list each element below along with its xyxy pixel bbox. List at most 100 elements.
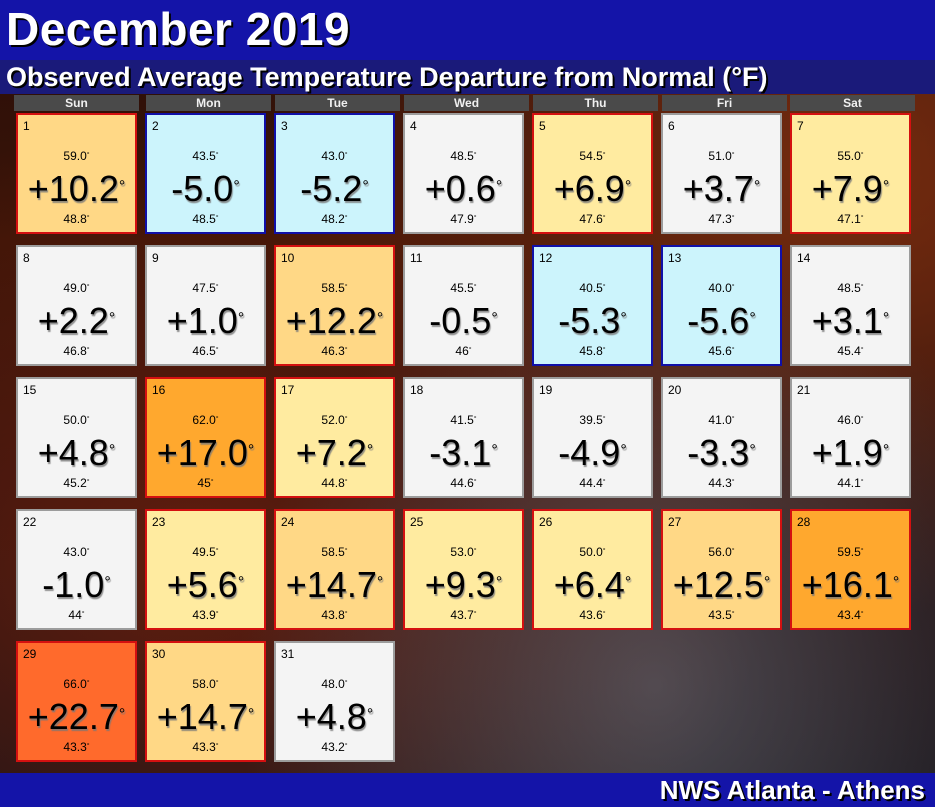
- day-cell: 18 41.5° -3.1° 44.6°: [403, 377, 524, 498]
- departure-value: +7.2°: [295, 432, 374, 473]
- day-number: 10: [281, 251, 295, 265]
- weekday-fri: Fri: [662, 95, 787, 111]
- departure-value: +9.3°: [424, 564, 503, 605]
- day-number: 25: [410, 515, 424, 529]
- normal-temp: 47.1°: [837, 212, 864, 226]
- weekday-sat: Sat: [790, 95, 915, 111]
- weekday-sun: Sun: [14, 95, 139, 111]
- departure-value: -3.1°: [429, 432, 498, 473]
- day-number: 15: [23, 383, 37, 397]
- observed-temp: 56.0°: [708, 545, 735, 559]
- normal-temp: 48.8°: [63, 212, 90, 226]
- normal-temp: 44.4°: [579, 476, 606, 490]
- day-number: 8: [23, 251, 30, 265]
- normal-temp: 46.5°: [192, 344, 219, 358]
- day-cell: 28 59.5° +16.1° 43.4°: [790, 509, 911, 630]
- observed-temp: 47.5°: [192, 281, 219, 295]
- normal-temp: 47.6°: [579, 212, 606, 226]
- day-cell: 17 52.0° +7.2° 44.8°: [274, 377, 395, 498]
- normal-temp: 45.4°: [837, 344, 864, 358]
- day-number: 30: [152, 647, 166, 661]
- observed-temp: 59.5°: [837, 545, 864, 559]
- observed-temp: 51.0°: [708, 149, 735, 163]
- departure-value: +4.8°: [37, 432, 116, 473]
- day-number: 29: [23, 647, 37, 661]
- observed-temp: 58.0°: [192, 677, 219, 691]
- departure-value: +17.0°: [156, 432, 255, 473]
- normal-temp: 47.9°: [450, 212, 477, 226]
- normal-temp: 46.3°: [321, 344, 348, 358]
- normal-temp: 44.1°: [837, 476, 864, 490]
- day-number: 19: [539, 383, 553, 397]
- observed-temp: 48.0°: [321, 677, 348, 691]
- normal-temp: 45°: [197, 476, 214, 490]
- observed-temp: 50.0°: [63, 413, 90, 427]
- day-number: 24: [281, 515, 295, 529]
- observed-temp: 49.0°: [63, 281, 90, 295]
- day-number: 27: [668, 515, 682, 529]
- normal-temp: 43.2°: [321, 740, 348, 754]
- day-number: 20: [668, 383, 682, 397]
- day-number: 2: [152, 119, 159, 133]
- day-cell: 14 48.5° +3.1° 45.4°: [790, 245, 911, 366]
- departure-value: -5.6°: [687, 300, 756, 341]
- normal-temp: 45.2°: [63, 476, 90, 490]
- day-cell: 29 66.0° +22.7° 43.3°: [16, 641, 137, 762]
- normal-temp: 46.8°: [63, 344, 90, 358]
- observed-temp: 43.0°: [321, 149, 348, 163]
- day-number: 18: [410, 383, 424, 397]
- departure-value: +6.4°: [553, 564, 632, 605]
- departure-value: +3.1°: [811, 300, 890, 341]
- weekday-header-row: Sun Mon Tue Wed Thu Fri Sat: [0, 95, 935, 111]
- day-cell: 25 53.0° +9.3° 43.7°: [403, 509, 524, 630]
- page-title: December 2019: [6, 3, 351, 55]
- departure-value: +6.9°: [553, 168, 632, 209]
- day-number: 23: [152, 515, 166, 529]
- day-cell: 7 55.0° +7.9° 47.1°: [790, 113, 911, 234]
- departure-value: -5.2°: [300, 168, 369, 209]
- day-cell: 5 54.5° +6.9° 47.6°: [532, 113, 653, 234]
- observed-temp: 45.5°: [450, 281, 477, 295]
- normal-temp: 43.5°: [708, 608, 735, 622]
- day-cell: 31 48.0° +4.8° 43.2°: [274, 641, 395, 762]
- day-number: 21: [797, 383, 811, 397]
- normal-temp: 48.2°: [321, 212, 348, 226]
- day-number: 14: [797, 251, 811, 265]
- day-cell: 13 40.0° -5.6° 45.6°: [661, 245, 782, 366]
- day-number: 7: [797, 119, 804, 133]
- normal-temp: 43.6°: [579, 608, 606, 622]
- day-cell: 12 40.5° -5.3° 45.8°: [532, 245, 653, 366]
- weekday-wed: Wed: [404, 95, 529, 111]
- departure-value: -3.3°: [687, 432, 756, 473]
- departure-value: +3.7°: [682, 168, 761, 209]
- day-number: 31: [281, 647, 295, 661]
- observed-temp: 48.5°: [450, 149, 477, 163]
- day-cell: 6 51.0° +3.7° 47.3°: [661, 113, 782, 234]
- departure-value: -0.5°: [429, 300, 498, 341]
- normal-temp: 45.8°: [579, 344, 606, 358]
- departure-value: -4.9°: [558, 432, 627, 473]
- observed-temp: 39.5°: [579, 413, 606, 427]
- day-cell: 21 46.0° +1.9° 44.1°: [790, 377, 911, 498]
- observed-temp: 62.0°: [192, 413, 219, 427]
- day-cell: 20 41.0° -3.3° 44.3°: [661, 377, 782, 498]
- normal-temp: 47.3°: [708, 212, 735, 226]
- normal-temp: 44.3°: [708, 476, 735, 490]
- day-number: 28: [797, 515, 811, 529]
- day-cell: 2 43.5° -5.0° 48.5°: [145, 113, 266, 234]
- observed-temp: 58.5°: [321, 281, 348, 295]
- observed-temp: 58.5°: [321, 545, 348, 559]
- day-cell: 30 58.0° +14.7° 43.3°: [145, 641, 266, 762]
- page-subtitle: Observed Average Temperature Departure f…: [6, 62, 768, 92]
- departure-value: +0.6°: [424, 168, 503, 209]
- day-cell: 22 43.0° -1.0° 44°: [16, 509, 137, 630]
- departure-value: +14.7°: [285, 564, 384, 605]
- day-cell: 23 49.5° +5.6° 43.9°: [145, 509, 266, 630]
- weekday-tue: Tue: [275, 95, 400, 111]
- observed-temp: 66.0°: [63, 677, 90, 691]
- observed-temp: 46.0°: [837, 413, 864, 427]
- departure-value: +4.8°: [295, 696, 374, 737]
- departure-value: +12.2°: [285, 300, 384, 341]
- observed-temp: 55.0°: [837, 149, 864, 163]
- observed-temp: 49.5°: [192, 545, 219, 559]
